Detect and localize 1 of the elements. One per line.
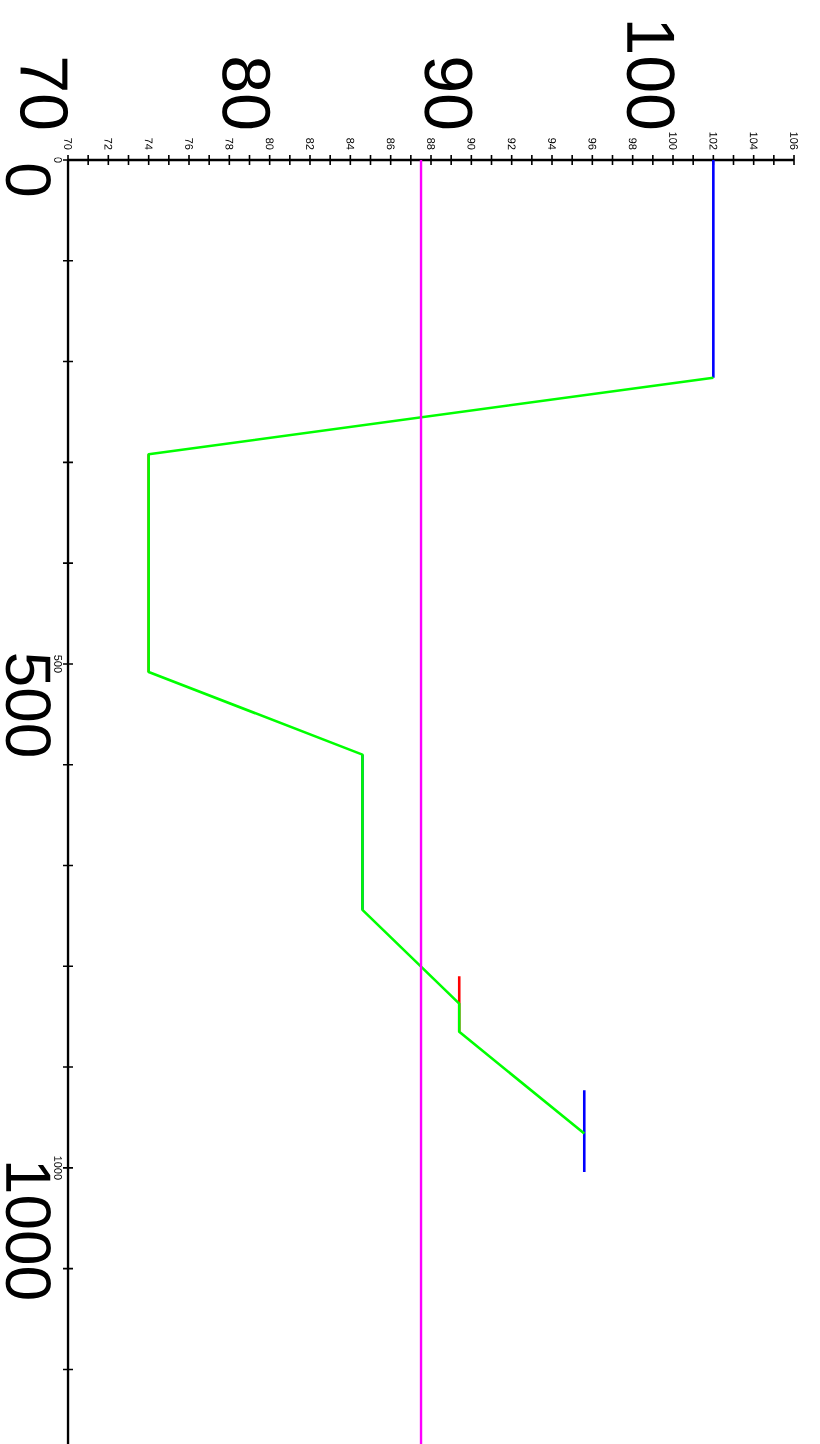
line-series [147,376,715,1135]
